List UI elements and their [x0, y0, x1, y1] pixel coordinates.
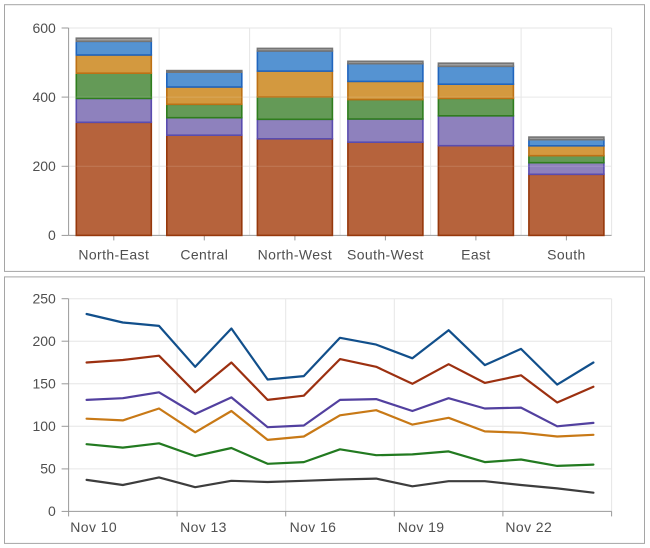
svg-text:South: South	[547, 247, 586, 263]
svg-text:0: 0	[48, 227, 56, 243]
svg-text:East: East	[461, 247, 491, 263]
svg-text:200: 200	[32, 158, 56, 174]
svg-text:200: 200	[32, 333, 56, 349]
svg-text:250: 250	[32, 291, 56, 307]
svg-text:600: 600	[32, 20, 56, 36]
svg-text:400: 400	[32, 89, 56, 105]
svg-text:Nov 22: Nov 22	[505, 519, 552, 535]
svg-text:Nov 19: Nov 19	[398, 519, 445, 535]
svg-text:Central: Central	[180, 247, 228, 263]
svg-text:50: 50	[40, 461, 56, 477]
svg-text:Nov 13: Nov 13	[180, 519, 227, 535]
svg-text:Nov 16: Nov 16	[290, 519, 337, 535]
svg-text:North-West: North-West	[258, 247, 333, 263]
svg-text:100: 100	[32, 418, 56, 434]
svg-text:Nov 10: Nov 10	[70, 519, 117, 535]
svg-text:150: 150	[32, 376, 56, 392]
svg-text:0: 0	[48, 503, 56, 519]
svg-text:South-West: South-West	[347, 247, 424, 263]
svg-text:North-East: North-East	[78, 247, 149, 263]
